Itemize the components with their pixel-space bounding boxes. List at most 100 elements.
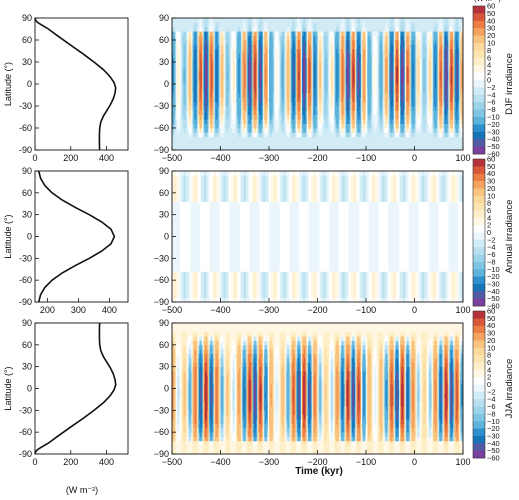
heatmap-cell	[172, 106, 174, 111]
heatmap-cell	[296, 18, 298, 23]
heatmap-cell	[312, 84, 315, 89]
heatmap-cell	[251, 92, 253, 98]
heatmap-cell	[300, 145, 302, 150]
heatmap-cell	[181, 75, 184, 80]
heatmap-cell	[178, 53, 181, 58]
heatmap-cell	[193, 123, 195, 129]
heatmap-cell	[325, 40, 327, 45]
heatmap-cell	[192, 84, 194, 89]
heatmap-cell	[184, 141, 186, 146]
heatmap-cell	[328, 66, 330, 72]
heatmap-cell	[232, 119, 234, 124]
heatmap-cell	[235, 141, 237, 146]
heatmap-cell	[298, 75, 300, 80]
heatmap-cell	[216, 22, 218, 28]
heatmap-cell	[300, 62, 302, 67]
heatmap-cell	[179, 110, 182, 116]
heatmap-cell	[253, 48, 255, 54]
heatmap-cell	[268, 136, 270, 142]
heatmap-cell	[227, 35, 229, 41]
heatmap-cell	[273, 53, 276, 58]
heatmap-cell	[172, 70, 174, 76]
heatmap-cell	[268, 40, 270, 45]
heatmap-cell	[287, 31, 289, 36]
heatmap-cell	[266, 44, 268, 50]
heatmap-cell	[311, 18, 314, 23]
heatmap-cell	[222, 97, 224, 102]
heatmap-cell	[280, 31, 283, 36]
heatmap-cell	[298, 114, 300, 120]
heatmap-cell	[255, 84, 257, 89]
profile-xtick-label: 0	[32, 153, 37, 163]
heatmap-cell	[190, 101, 192, 107]
heatmap-cell	[290, 40, 292, 45]
heatmap-cell	[213, 70, 216, 76]
heatmap-cell	[239, 128, 242, 133]
heatmap-cell	[233, 97, 235, 102]
heatmap-cell	[221, 106, 223, 111]
heatmap-cell	[217, 145, 219, 150]
heatmap-cell	[297, 62, 299, 67]
heatmap-cell	[206, 88, 209, 94]
heatmap-cell	[179, 79, 182, 85]
heatmap-cell	[188, 128, 190, 133]
heatmap-cell	[200, 101, 202, 107]
heatmap-cell	[281, 136, 283, 142]
heatmap-cell	[220, 18, 222, 23]
heatmap-cell	[270, 44, 273, 50]
heatmap-cell	[252, 128, 254, 133]
heatmap-cell	[228, 97, 230, 102]
heatmap-cell	[257, 75, 259, 80]
heatmap-cell	[302, 75, 305, 80]
heatmap-cell	[281, 101, 283, 107]
heatmap-cell	[173, 79, 176, 85]
heatmap-cell	[245, 141, 248, 146]
heatmap-cell	[272, 128, 275, 133]
heatmap-cell	[307, 132, 310, 138]
heatmap-cell	[212, 31, 215, 36]
heatmap-cell	[222, 18, 224, 23]
heatmap-cell	[265, 44, 267, 50]
heatmap-cell	[288, 53, 290, 58]
heatmap-cell	[229, 62, 231, 67]
heatmap-cell	[199, 75, 201, 80]
heatmap-cell	[296, 40, 298, 45]
heatmap-cell	[311, 88, 314, 94]
heatmap-cell	[289, 70, 291, 76]
heatmap-cell	[279, 106, 282, 111]
heatmap-cell	[224, 57, 226, 63]
heatmap-cell	[285, 44, 287, 50]
heatmap-cell	[194, 48, 196, 54]
heatmap-cell	[212, 26, 215, 32]
heatmap-cell	[254, 79, 256, 85]
heatmap-cell	[231, 128, 233, 133]
heatmap-cell	[224, 97, 226, 102]
heatmap-cell	[247, 97, 250, 102]
heatmap-cell	[190, 62, 192, 67]
heatmap-cell	[321, 101, 323, 107]
heatmap-cell	[291, 79, 293, 85]
heatmap-cell	[178, 145, 181, 150]
heatmap-cell	[215, 84, 218, 89]
heatmap-cell	[286, 97, 288, 102]
heatmap-cell	[189, 119, 191, 124]
heatmap-cell	[331, 57, 333, 63]
heatmap-cell	[271, 48, 274, 54]
heatmap-cell	[246, 114, 249, 120]
heatmap-cell	[238, 97, 241, 102]
heatmap-cell	[310, 128, 313, 133]
heatmap-cell	[325, 145, 327, 150]
heatmap-cell	[287, 18, 289, 23]
heatmap-cell	[248, 62, 250, 67]
heatmap-cell	[304, 114, 307, 120]
heatmap-cell	[283, 66, 285, 72]
heatmap-cell	[204, 114, 207, 120]
heatmap-cell	[289, 18, 291, 23]
heatmap-cell	[306, 119, 309, 124]
heatmap-cell	[217, 66, 219, 72]
heatmap-cell	[285, 101, 287, 107]
heatmap-cell	[188, 18, 190, 23]
heatmap-cell	[274, 136, 277, 142]
heatmap-cell	[215, 44, 218, 50]
heatmap-cell	[317, 75, 319, 80]
